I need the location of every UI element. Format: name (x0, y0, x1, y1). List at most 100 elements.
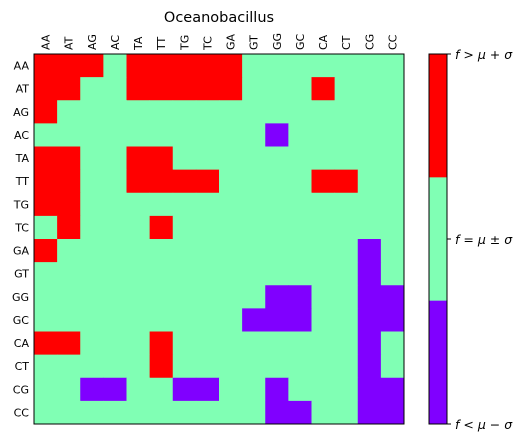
heatmap-cell-AA-GT (242, 54, 266, 78)
heatmap-cell-CA-CG (357, 331, 382, 356)
y-tick-label: GT (14, 268, 29, 281)
heatmap-cell-TC-GG (265, 215, 289, 240)
heatmap-cell-AA-GG (265, 54, 289, 78)
heatmap-cell-CA-TG (172, 331, 197, 356)
heatmap-cell-TC-AG (80, 215, 104, 240)
heatmap-cell-GT-AA (34, 262, 58, 286)
heatmap-cell-CC-CG (357, 400, 382, 425)
heatmap-cell-TG-TG (172, 192, 197, 217)
heatmap-cell-CA-AG (80, 331, 104, 356)
heatmap-cell-CT-AG (80, 354, 104, 379)
heatmap-cell-GA-TA (126, 239, 151, 263)
heatmap-cell-AC-CG (357, 123, 382, 147)
heatmap-cell-AA-GC (288, 54, 312, 78)
colorbar-segment (429, 300, 447, 425)
colorbar-label: f = μ ± σ (455, 232, 513, 247)
heatmap-cell-CT-GC (288, 354, 312, 379)
heatmap-cell-AC-GT (242, 123, 266, 147)
y-tick-label: AG (13, 106, 29, 119)
heatmap-cell-GT-GA (219, 262, 243, 286)
heatmap-cell-AT-AT (57, 77, 81, 101)
x-tick-label: GG (271, 33, 284, 50)
heatmap-cell-TG-CT (334, 192, 359, 217)
heatmap-cell-AG-AA (34, 100, 58, 124)
heatmap-cell-GA-AT (57, 239, 81, 263)
heatmap-cell-AG-CA (311, 100, 336, 124)
heatmap-cell-CA-GG (265, 331, 289, 356)
heatmap-cell-GT-TT (149, 262, 174, 286)
heatmap-cell-AT-GC (288, 77, 312, 101)
heatmap-cell-TT-TG (172, 169, 197, 194)
heatmap-cell-CG-AG (80, 377, 104, 402)
heatmap-cell-TA-CT (334, 146, 359, 171)
heatmap-cell-TC-GC (288, 215, 312, 240)
y-tick-label: AC (14, 129, 29, 142)
heatmap-cell-GT-CG (357, 262, 382, 286)
heatmap-cell-TT-GC (288, 169, 312, 194)
heatmap-cell-CC-TA (126, 400, 151, 425)
heatmap-cell-TG-TA (126, 192, 151, 217)
heatmap-cell-TG-AT (57, 192, 81, 217)
heatmap-cell-AG-TC (195, 100, 220, 124)
heatmap-cell-TA-AA (34, 146, 58, 171)
heatmap-cell-GG-TT (149, 285, 174, 309)
y-tick-label: AA (14, 60, 30, 73)
heatmap-cell-TA-TG (172, 146, 197, 171)
heatmap-cell-TG-GG (265, 192, 289, 217)
heatmap-cell-AT-AG (80, 77, 104, 101)
heatmap-cell-CT-TA (126, 354, 151, 379)
heatmap-cell-TT-TA (126, 169, 151, 194)
x-tick-label: CA (317, 34, 330, 50)
heatmap-cell-TA-GG (265, 146, 289, 171)
heatmap-cell-CC-CC (380, 400, 405, 425)
x-tick-label: GA (225, 33, 238, 50)
y-tick-label: TA (15, 152, 30, 165)
heatmap-cell-TT-TT (149, 169, 174, 194)
heatmap-cell-CG-TC (195, 377, 220, 402)
heatmap-cell-AA-AG (80, 54, 104, 78)
heatmap-cell-TG-TC (195, 192, 220, 217)
heatmap-cell-TT-TC (195, 169, 220, 194)
heatmap-cell-GG-AG (80, 285, 104, 309)
heatmap-cell-GC-AG (80, 308, 104, 332)
heatmap-cell-CA-AT (57, 331, 81, 356)
heatmap-cell-GA-CA (311, 239, 336, 263)
heatmap-cell-GT-CT (334, 262, 359, 286)
heatmap-cell-AG-CT (334, 100, 359, 124)
heatmap-cell-AC-GA (219, 123, 243, 147)
heatmap-cell-GC-TA (126, 308, 151, 332)
heatmap-cell-CC-GG (265, 400, 289, 425)
y-tick-label: AT (16, 83, 30, 96)
heatmap-cell-AA-TG (172, 54, 197, 78)
heatmap-cell-GG-AT (57, 285, 81, 309)
heatmap-cell-AC-GG (265, 123, 289, 147)
heatmap-cell-CG-CT (334, 377, 359, 402)
heatmap-cell-TC-TC (195, 215, 220, 240)
y-tick-label: TT (15, 175, 30, 188)
heatmap-cell-TC-AA (34, 215, 58, 240)
heatmap-cell-AC-AA (34, 123, 58, 147)
heatmap-cell-AT-TA (126, 77, 151, 101)
heatmap-cell-AC-CA (311, 123, 336, 147)
heatmap-cell-CT-GT (242, 354, 266, 379)
heatmap-cell-TT-GA (219, 169, 243, 194)
heatmap-cell-GC-CA (311, 308, 336, 332)
heatmap-cell-CC-GT (242, 400, 266, 425)
heatmap-cell-AC-GC (288, 123, 312, 147)
heatmap-cell-AC-AC (103, 123, 127, 147)
heatmap-cell-CA-CC (380, 331, 405, 356)
heatmap-cell-AG-TG (172, 100, 197, 124)
heatmap-cell-TT-CT (334, 169, 359, 194)
heatmap-cell-CT-AT (57, 354, 81, 379)
heatmap-cell-GT-AC (103, 262, 127, 286)
heatmap-cell-AG-CC (380, 100, 405, 124)
heatmap-cell-CG-GC (288, 377, 312, 402)
heatmap-cell-TA-CG (357, 146, 382, 171)
x-tick-label: AC (109, 35, 122, 50)
heatmap-cell-CG-TA (126, 377, 151, 402)
x-tick-label: TT (155, 36, 168, 51)
heatmap-cell-TA-TC (195, 146, 220, 171)
heatmap-cell-GC-CC (380, 308, 405, 332)
heatmap-cell-GC-TC (195, 308, 220, 332)
heatmap-cell-AG-CG (357, 100, 382, 124)
